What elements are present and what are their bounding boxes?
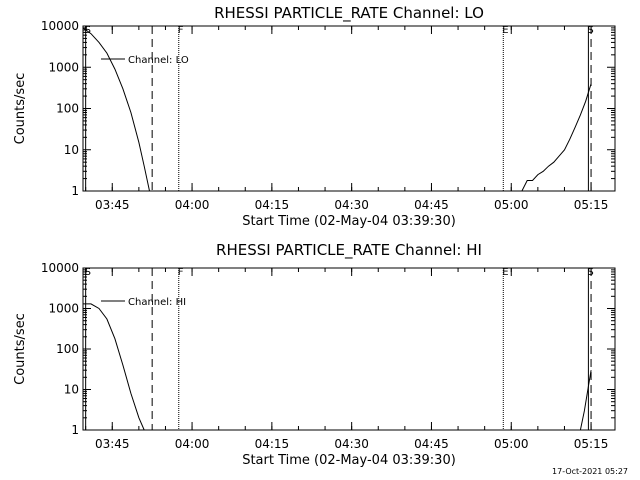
event-marker-label: E	[502, 25, 508, 36]
event-marker-label: F	[178, 25, 184, 36]
x-tick-label: 04:45	[414, 198, 449, 212]
x-tick-label: 04:15	[255, 437, 290, 451]
hi-channel-panel: RHESSI PARTICLE_RATE Channel: HI 03:45 04:…	[13, 241, 616, 468]
x-tick-label: 04:00	[175, 198, 210, 212]
y-tick-label: 10000	[41, 261, 79, 275]
x-tick-label: 04:30	[334, 198, 369, 212]
chart-title: RHESSI PARTICLE_RATE Channel: HI	[216, 241, 482, 260]
y-tick-label: 1	[71, 423, 79, 437]
y-tick-label: 100	[56, 102, 79, 116]
series-line	[82, 27, 150, 192]
event-marker-label: E	[502, 267, 508, 278]
y-tick-label: 10	[64, 383, 79, 397]
y-tick-label: 1000	[48, 60, 79, 74]
footer-timestamp: 17-Oct-2021 05:27	[552, 467, 628, 476]
chart-title: RHESSI PARTICLE_RATE Channel: LO	[214, 4, 484, 23]
x-tick-label: 05:15	[574, 198, 609, 212]
x-tick-label: 03:45	[95, 437, 130, 451]
y-tick-label: 10000	[41, 19, 79, 33]
y-tick-label: 100	[56, 342, 79, 356]
x-tick-label: 05:15	[574, 437, 609, 451]
series-line	[521, 83, 592, 192]
plot-frame	[82, 25, 616, 192]
event-marker-label: S	[85, 25, 91, 36]
x-axis-title: Start Time (02-May-04 03:39:30)	[242, 453, 456, 468]
x-tick-label: 04:30	[334, 437, 369, 451]
y-axis-title: Counts/sec	[13, 313, 28, 385]
lo-channel-panel: RHESSI PARTICLE_RATE Channel: LO 03:45 04:…	[13, 4, 616, 229]
y-tick-label: 1000	[48, 302, 79, 316]
y-tick-label: 10	[64, 143, 79, 157]
x-axis-title: Start Time (02-May-04 03:39:30)	[242, 214, 456, 229]
legend-label: Channel: HI	[128, 297, 186, 308]
x-tick-label: 04:45	[414, 437, 449, 451]
legend-label: Channel: LO	[128, 55, 189, 66]
plot-frame	[82, 267, 616, 431]
x-tick-label: 05:00	[494, 198, 529, 212]
y-tick-label: 1	[71, 184, 79, 198]
x-tick-label: 04:15	[255, 198, 290, 212]
y-axis-title: Counts/sec	[13, 73, 28, 145]
x-tick-label: 04:00	[175, 437, 210, 451]
event-marker-label: F	[178, 267, 184, 278]
x-tick-label: 05:00	[494, 437, 529, 451]
event-marker-label: S	[85, 267, 91, 278]
series-line	[83, 303, 145, 431]
x-tick-label: 03:45	[95, 198, 130, 212]
series-line	[579, 370, 592, 431]
